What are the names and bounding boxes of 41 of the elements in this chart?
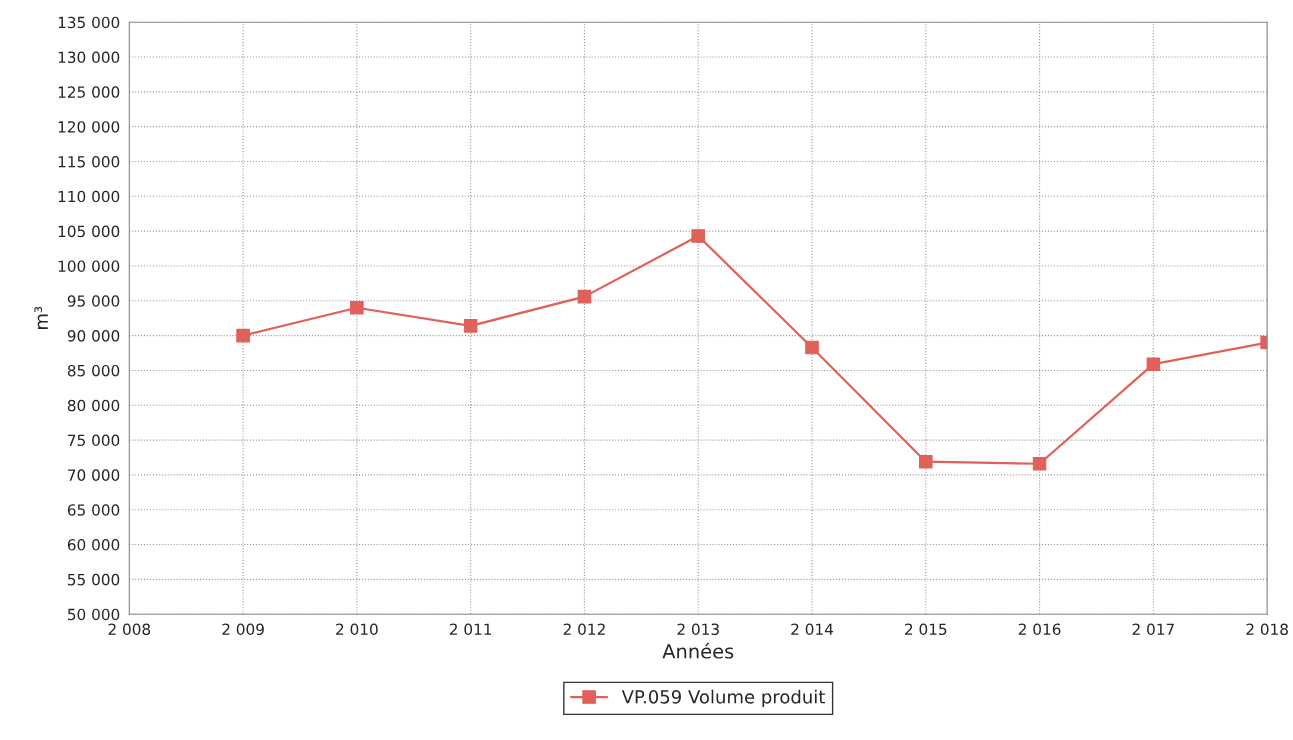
legend-label: VP.059 Volume produit (621, 689, 825, 708)
point (577, 289, 592, 304)
y-tick-label: 50 000 (67, 608, 120, 621)
x-tick-label: 2 014 (791, 623, 834, 636)
y-tick-label: 135 000 (58, 16, 120, 29)
y-tick-label: 70 000 (68, 469, 120, 481)
x-tick-label: 2 011 (449, 623, 492, 636)
point (691, 229, 705, 243)
y-axis-title: m³ (34, 306, 48, 329)
x-tick-label: 2 012 (563, 623, 605, 636)
y-tick-label: 125 000 (58, 86, 120, 98)
point (1146, 357, 1161, 371)
y-tick-label: 85 000 (67, 364, 120, 377)
y-tick-label: 115 000 (58, 155, 120, 168)
y-tick-label: 90 000 (67, 330, 120, 342)
point (350, 300, 364, 315)
x-tick-label: 2 008 (108, 623, 151, 636)
point (919, 454, 933, 469)
y-tick-label: 100 000 (58, 260, 120, 272)
x-tick-label: 2 017 (1132, 623, 1174, 636)
x-tick-label: 2 010 (336, 623, 378, 636)
y-tick-label: 130 000 (58, 51, 120, 64)
x-tick-label: 2 015 (905, 623, 947, 636)
point (805, 340, 819, 355)
point (1032, 456, 1047, 471)
y-tick-label: 60 000 (67, 539, 120, 551)
x-axis-title: Années (662, 642, 734, 659)
y-tick-label: 95 000 (67, 295, 120, 307)
y-tick-label: 120 000 (58, 121, 120, 133)
point (463, 319, 478, 333)
y-tick-label: 110 000 (58, 190, 120, 203)
y-tick-label: 65 000 (67, 504, 120, 516)
y-tick-label: 80 000 (67, 399, 120, 412)
point (236, 328, 250, 343)
y-tick-label: 75 000 (68, 434, 120, 447)
y-tick-label: 105 000 (58, 225, 120, 238)
x-tick-label: 2 013 (677, 623, 719, 636)
x-tick-label: 2 009 (222, 623, 264, 636)
x-tick-label: 2 016 (1018, 623, 1061, 636)
y-tick-label: 55 000 (67, 573, 120, 586)
x-tick-label: 2 018 (1246, 623, 1288, 636)
